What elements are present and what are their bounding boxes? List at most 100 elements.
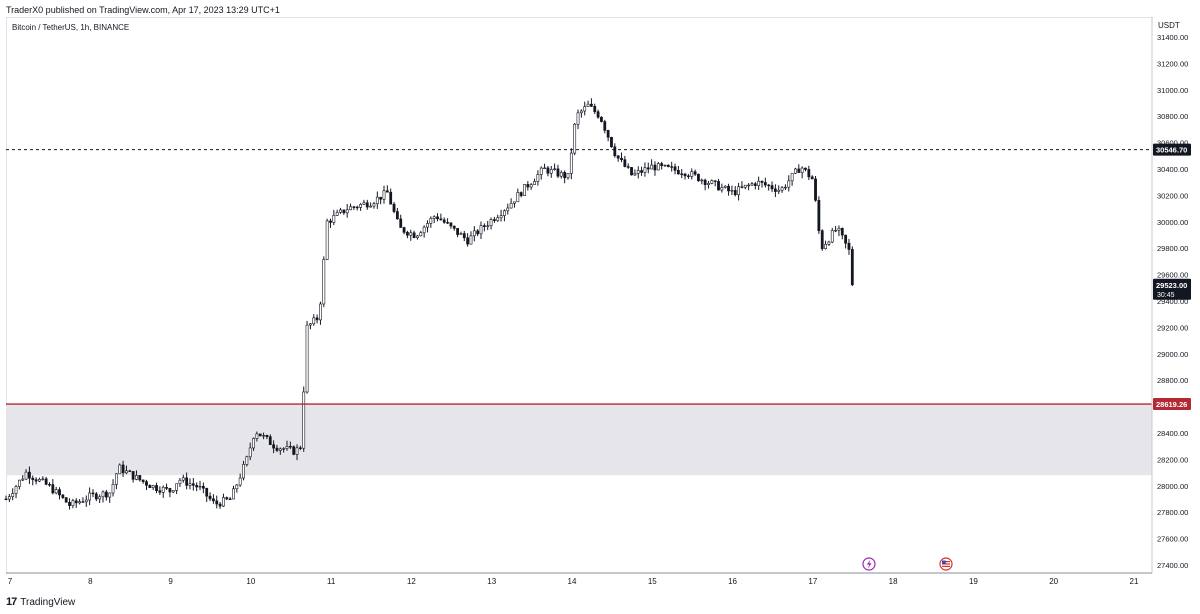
candle-body <box>61 494 65 498</box>
candle-body <box>141 479 145 482</box>
candle-body <box>222 497 225 507</box>
candle-body <box>312 317 316 325</box>
candle-body <box>757 180 761 186</box>
price-tick-label: 28000.00 <box>1157 482 1188 491</box>
last-price-label: 29523.00 <box>1156 281 1187 290</box>
candle-body <box>178 479 182 485</box>
candle-body <box>456 228 459 235</box>
candle-body <box>513 201 516 204</box>
candle-body <box>379 196 383 200</box>
time-tick-label: 19 <box>969 577 978 586</box>
candle-body <box>613 146 617 157</box>
time-tick-label: 11 <box>327 577 336 586</box>
price-tick-label: 28400.00 <box>1157 429 1188 438</box>
candle-body <box>656 163 660 171</box>
candle-body <box>195 485 199 488</box>
candle-body <box>660 163 664 166</box>
candle-body <box>523 184 526 196</box>
candle-body <box>84 499 88 503</box>
price-tick-label: 29800.00 <box>1157 244 1188 253</box>
candle-body <box>325 220 329 260</box>
lightning-event-icon[interactable] <box>862 557 876 571</box>
candle-body <box>98 496 102 500</box>
candle-body <box>64 497 68 503</box>
price-tick-label: 27400.00 <box>1157 561 1188 570</box>
candle-body <box>372 203 376 207</box>
candle-body <box>750 183 754 186</box>
candle-body <box>322 259 326 305</box>
price-tick-label: 31400.00 <box>1157 33 1188 42</box>
candle-body <box>285 446 289 449</box>
candle-body <box>248 447 252 458</box>
candle-body <box>697 173 700 182</box>
candle-body <box>449 222 453 227</box>
candle-body <box>747 184 751 187</box>
candle-body <box>432 216 436 219</box>
resistance-tag-label: 30546.70 <box>1156 146 1187 155</box>
candle-body <box>640 170 643 173</box>
candle-body <box>238 477 242 486</box>
candle-body <box>402 227 406 233</box>
candle-body <box>800 167 804 173</box>
candle-body <box>151 485 155 488</box>
price-tick-label: 30800.00 <box>1157 112 1188 121</box>
candle-body <box>763 182 767 186</box>
candle-body <box>837 227 841 231</box>
time-tick-label: 14 <box>568 577 577 586</box>
candle-body <box>633 172 637 176</box>
candle-body <box>472 230 476 237</box>
candle-body <box>114 473 118 485</box>
time-tick-label: 9 <box>168 577 173 586</box>
candle-body <box>329 220 332 223</box>
time-axis[interactable]: 7 8 9 10 11 12 13 14 15 16 17 18 19 20 21 <box>8 577 1139 586</box>
us-flag-event-icon[interactable] <box>939 557 953 571</box>
time-tick-label: 21 <box>1130 577 1139 586</box>
candle-body <box>723 185 727 188</box>
candle-body <box>205 487 209 497</box>
candle-body <box>128 470 132 472</box>
currency-label: USDT <box>1158 21 1180 30</box>
support-tag-bg <box>1153 398 1191 411</box>
candle-body <box>242 464 245 479</box>
candle-body <box>650 164 654 170</box>
time-tick-label: 15 <box>648 577 657 586</box>
price-tick-label: 30400.00 <box>1157 165 1188 174</box>
candle-body <box>198 485 202 488</box>
candle-body <box>309 323 312 326</box>
candles-group <box>4 98 854 510</box>
candle-body <box>630 167 633 176</box>
candle-body <box>359 204 362 208</box>
price-axis[interactable]: 31400.00 31200.00 31000.00 30800.00 30600.00… <box>1157 33 1188 570</box>
candle-body <box>770 185 774 190</box>
price-tick-label: 29200.00 <box>1157 323 1188 332</box>
resistance-tag-bg <box>1153 143 1191 156</box>
candle-body <box>138 475 142 481</box>
candle-body <box>342 209 346 214</box>
candle-body <box>28 471 31 479</box>
candle-body <box>566 173 570 179</box>
candle-body <box>385 190 389 193</box>
candle-body <box>596 111 600 118</box>
candle-body <box>208 495 212 500</box>
candle-body <box>583 106 587 112</box>
candle-body <box>252 438 255 449</box>
candle-body <box>563 172 567 179</box>
chart-pane[interactable] <box>6 17 1153 574</box>
candle-body <box>579 110 583 114</box>
candle-body <box>38 479 41 482</box>
candle-body <box>81 501 85 503</box>
candle-body <box>844 234 848 244</box>
price-tick-label: 30600.00 <box>1157 139 1188 148</box>
candle-body <box>556 168 560 177</box>
candle-body <box>232 488 235 500</box>
candle-body <box>590 103 593 107</box>
candle-body <box>419 232 423 237</box>
candle-body <box>553 168 557 170</box>
candle-body <box>319 303 322 321</box>
candle-body <box>446 222 449 224</box>
candle-body <box>121 464 125 474</box>
candle-body <box>94 493 98 500</box>
candle-body <box>503 210 506 216</box>
candle-body <box>743 184 747 188</box>
